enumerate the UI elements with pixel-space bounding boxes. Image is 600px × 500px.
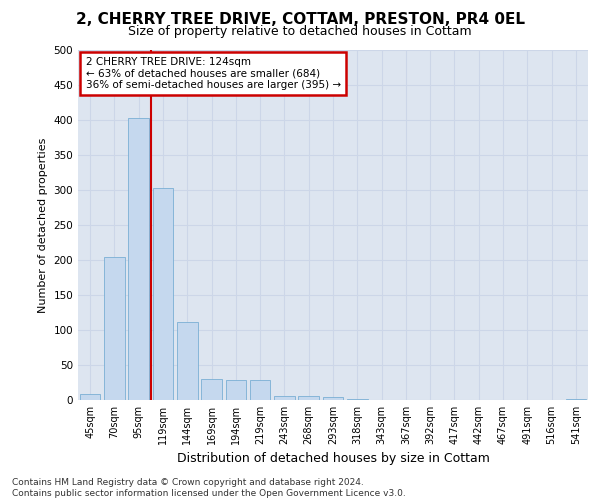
Text: Size of property relative to detached houses in Cottam: Size of property relative to detached ho… [128, 25, 472, 38]
Bar [250, 380, 271, 400]
Bar [347, 398, 368, 400]
Bar [104, 256, 125, 400]
Bar [201, 379, 222, 400]
Text: 2, CHERRY TREE DRIVE, COTTAM, PRESTON, PR4 0EL: 2, CHERRY TREE DRIVE, COTTAM, PRESTON, P… [76, 12, 524, 28]
Bar [152, 188, 173, 400]
Bar [298, 396, 319, 400]
Bar [177, 322, 197, 400]
Bar [128, 118, 149, 400]
Bar [226, 380, 246, 400]
Bar [80, 394, 100, 400]
Y-axis label: Number of detached properties: Number of detached properties [38, 138, 48, 312]
Bar [274, 396, 295, 400]
Bar [323, 397, 343, 400]
Text: Contains HM Land Registry data © Crown copyright and database right 2024.
Contai: Contains HM Land Registry data © Crown c… [12, 478, 406, 498]
X-axis label: Distribution of detached houses by size in Cottam: Distribution of detached houses by size … [176, 452, 490, 466]
Bar [566, 398, 586, 400]
Text: 2 CHERRY TREE DRIVE: 124sqm
← 63% of detached houses are smaller (684)
36% of se: 2 CHERRY TREE DRIVE: 124sqm ← 63% of det… [86, 57, 341, 90]
